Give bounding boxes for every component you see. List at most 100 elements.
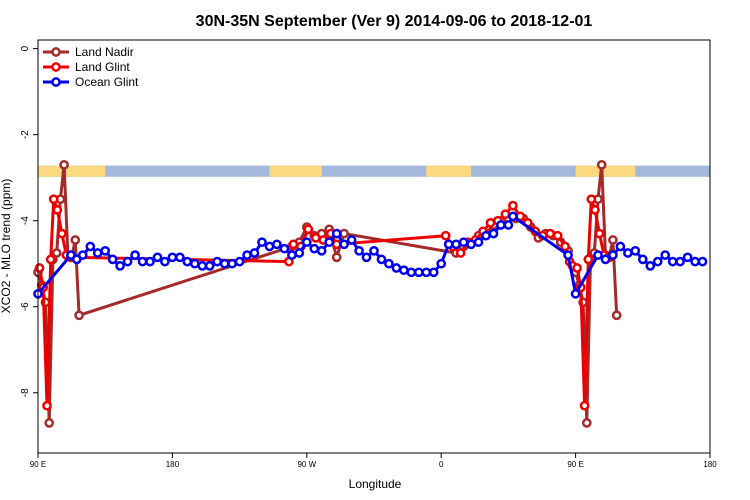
chart-title: 30N-35N September (Ver 9) 2014-09-06 to … — [196, 13, 593, 30]
data-point — [600, 254, 611, 265]
y-tick-label: 0 — [20, 45, 31, 51]
data-point — [436, 258, 447, 269]
data-point — [413, 267, 424, 278]
data-point — [346, 235, 357, 245]
data-point — [48, 194, 59, 205]
x-tick-label: 90 E — [30, 460, 46, 469]
data-point — [545, 228, 556, 239]
data-point — [310, 233, 321, 243]
data-point — [167, 252, 178, 263]
land-band-1 — [269, 165, 322, 177]
data-point — [391, 263, 402, 273]
data-point — [615, 241, 626, 252]
data-point — [443, 239, 454, 250]
data-point — [107, 254, 118, 265]
series-layer — [33, 159, 708, 428]
data-point — [552, 230, 563, 241]
data-point — [42, 400, 52, 411]
data-point — [590, 205, 600, 215]
data-point — [563, 250, 573, 260]
data-point — [466, 239, 476, 250]
legend-swatch-marker — [51, 77, 61, 87]
data-point — [100, 245, 111, 256]
y-tick-label: -4 — [20, 216, 31, 225]
data-point — [34, 263, 45, 273]
data-point — [488, 228, 499, 239]
y-tick-label: -6 — [20, 302, 31, 311]
data-point — [399, 265, 409, 276]
land-band-3 — [575, 165, 636, 177]
x-tick-label: 90 W — [297, 460, 316, 469]
data-point — [234, 256, 245, 267]
data-point — [451, 239, 461, 250]
legend-swatch-marker — [51, 47, 61, 57]
data-point — [197, 261, 208, 271]
data-point — [137, 256, 148, 267]
data-point — [508, 200, 518, 211]
data-point — [331, 228, 342, 239]
data-point — [593, 250, 603, 260]
legend-item-1: Land Glint — [43, 60, 130, 74]
data-point — [74, 310, 84, 321]
data-point — [421, 267, 432, 278]
data-point — [249, 248, 260, 258]
data-point — [682, 252, 693, 263]
data-point — [623, 248, 633, 258]
data-point — [122, 256, 133, 267]
data-point — [331, 252, 342, 263]
data-point — [288, 239, 299, 250]
land-ocean-mask — [38, 165, 710, 177]
data-point — [331, 239, 342, 250]
data-point — [496, 220, 506, 230]
data-point — [503, 220, 514, 230]
data-point — [586, 194, 597, 205]
data-point — [92, 248, 103, 258]
data-point — [160, 256, 170, 267]
legend-swatch-marker — [51, 62, 61, 72]
data-point — [309, 243, 320, 254]
data-point — [145, 256, 155, 267]
x-tick-label: 180 — [703, 460, 717, 469]
data-point — [287, 250, 297, 260]
data-point — [473, 237, 484, 248]
data-point — [227, 258, 237, 269]
data-point — [339, 239, 349, 250]
data-point — [361, 252, 372, 263]
data-point — [242, 250, 252, 260]
data-point — [59, 159, 69, 170]
plot-frame — [37, 39, 711, 454]
data-point — [455, 248, 466, 258]
data-point — [294, 248, 305, 258]
data-point — [130, 250, 140, 260]
data-point — [212, 256, 223, 267]
data-point — [44, 418, 55, 428]
data-point — [667, 256, 678, 267]
data-point — [70, 235, 81, 245]
data-point — [272, 239, 282, 250]
data-point — [175, 252, 185, 263]
y-tick-label: -8 — [20, 388, 31, 397]
x-axis: 90 E 180 90 W 0 90 E 180 — [30, 453, 717, 469]
data-point — [264, 241, 275, 252]
x-tick-label: 180 — [166, 460, 180, 469]
data-point — [611, 310, 622, 321]
y-tick-label: -2 — [20, 130, 31, 139]
data-point — [500, 209, 511, 220]
data-point — [660, 250, 671, 260]
data-point — [303, 224, 314, 235]
data-point — [645, 261, 656, 271]
data-point — [71, 254, 82, 265]
legend-item-0: Land Nadir — [43, 45, 134, 59]
data-point — [354, 245, 364, 256]
data-point — [45, 254, 56, 265]
data-point — [57, 228, 67, 239]
data-point — [316, 245, 327, 256]
land-band-2 — [426, 165, 472, 177]
series-2 — [33, 211, 708, 299]
data-point — [579, 400, 590, 411]
data-point — [637, 254, 648, 265]
data-point — [440, 230, 451, 241]
data-point — [675, 256, 685, 267]
data-point — [152, 252, 163, 263]
